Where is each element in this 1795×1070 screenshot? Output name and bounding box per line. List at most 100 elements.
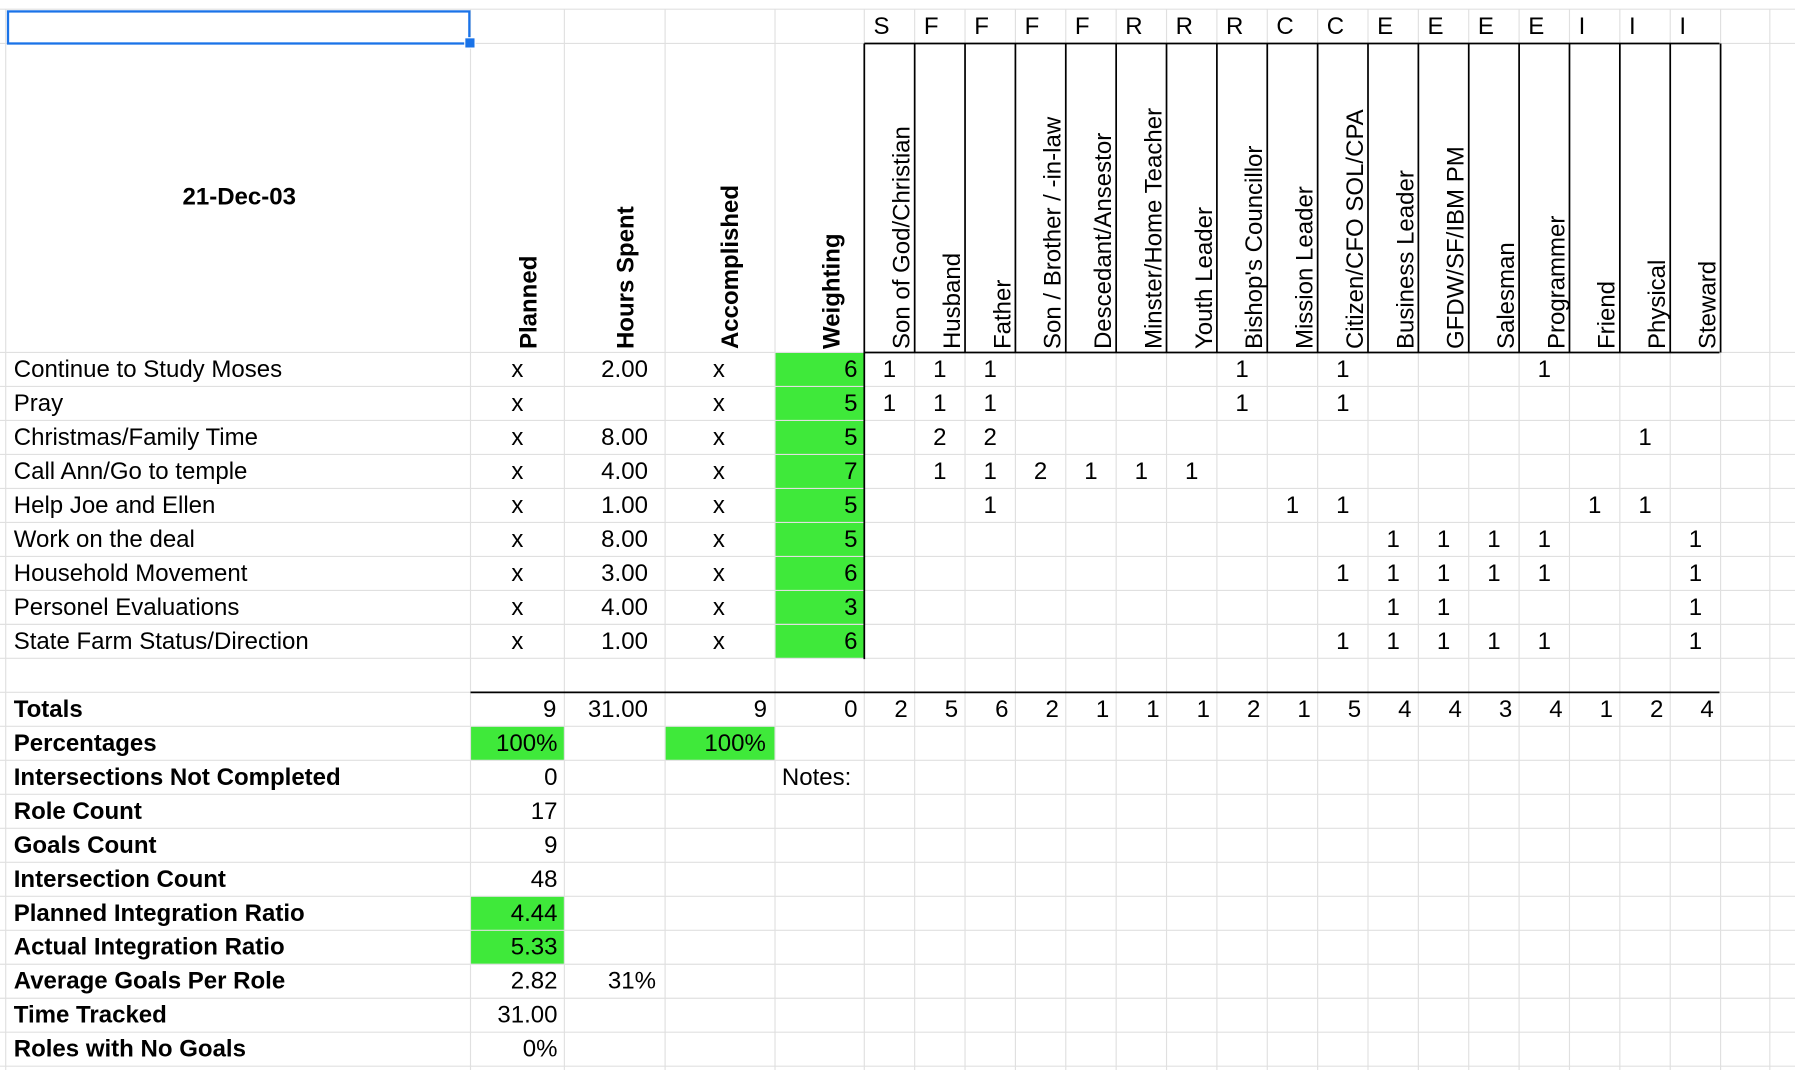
role-value: 1 [883, 390, 896, 417]
planned: x [511, 594, 523, 621]
highlight [775, 386, 865, 421]
role-value: 1 [1437, 628, 1450, 655]
accomplished: x [713, 356, 725, 383]
role-total: 4 [1549, 696, 1562, 723]
summary-label: Goals Count [14, 832, 157, 859]
summary-label: Intersections Not Completed [14, 764, 341, 791]
role-value: 1 [984, 356, 997, 383]
role-header: Son / Brother / -in-law [1040, 116, 1067, 349]
hours: 3.00 [601, 560, 648, 587]
role-value: 1 [1538, 356, 1551, 383]
notes-label: Notes: [782, 764, 851, 791]
role-total: 2 [1046, 696, 1059, 723]
role-value: 1 [1387, 560, 1400, 587]
role-letter: F [1075, 13, 1090, 40]
role-letter: S [873, 13, 889, 40]
role-value: 1 [1387, 628, 1400, 655]
role-value: 1 [1487, 560, 1500, 587]
hours: 2.00 [601, 356, 648, 383]
role-letter: R [1176, 13, 1193, 40]
summary-label: Roles with No Goals [14, 1036, 246, 1063]
highlight [775, 522, 865, 557]
total: 31.00 [588, 696, 648, 723]
highlight [470, 726, 565, 761]
goal-name: Household Movement [14, 560, 248, 587]
total: 9 [754, 696, 767, 723]
role-total: 2 [1650, 696, 1663, 723]
planned: x [511, 356, 523, 383]
role-total: 3 [1499, 696, 1512, 723]
role-value: 1 [1336, 492, 1349, 519]
goal-name: Help Joe and Ellen [14, 492, 216, 519]
weighting: 5 [844, 526, 857, 553]
role-value: 1 [1336, 356, 1349, 383]
summary-value: 0 [544, 764, 557, 791]
highlight [665, 726, 776, 761]
weighting: 5 [844, 390, 857, 417]
role-value: 1 [1487, 628, 1500, 655]
role-header: Friend [1594, 281, 1621, 349]
summary-label: Percentages [14, 730, 157, 757]
role-letter: I [1629, 13, 1636, 40]
goal-name: Work on the deal [14, 526, 195, 553]
selected-cell[interactable] [6, 10, 471, 45]
role-header: Son of God/Christian [889, 126, 916, 349]
role-value: 1 [984, 492, 997, 519]
role-total: 5 [1348, 696, 1361, 723]
role-header: Descedant/Ansestor [1090, 133, 1117, 349]
role-total: 1 [1600, 696, 1613, 723]
role-value: 1 [1638, 424, 1651, 451]
role-total: 1 [1096, 696, 1109, 723]
role-value: 1 [1689, 526, 1702, 553]
planned: x [511, 526, 523, 553]
summary-value: 9 [544, 832, 557, 859]
role-value: 1 [1437, 594, 1450, 621]
role-value: 1 [933, 458, 946, 485]
highlight [775, 352, 865, 387]
summary-value: 5.33 [511, 934, 558, 961]
role-value: 1 [1689, 594, 1702, 621]
role-total: 1 [1297, 696, 1310, 723]
role-letter: E [1478, 13, 1494, 40]
role-header: Business Leader [1392, 170, 1419, 349]
total: 0 [844, 696, 857, 723]
role-value: 1 [1235, 390, 1248, 417]
role-total: 1 [1197, 696, 1210, 723]
role-value: 1 [1538, 526, 1551, 553]
selection-handle [464, 37, 476, 49]
role-header: Physical [1644, 260, 1671, 349]
role-total: 4 [1398, 696, 1411, 723]
role-value: 1 [1084, 458, 1097, 485]
role-value: 1 [883, 356, 896, 383]
goal-name: Continue to Study Moses [14, 356, 282, 383]
role-value: 1 [1286, 492, 1299, 519]
weighting: 6 [844, 356, 857, 383]
role-value: 1 [1588, 492, 1601, 519]
summary-value: 4.44 [511, 900, 558, 927]
summary-label: Actual Integration Ratio [14, 934, 285, 961]
planned: x [511, 458, 523, 485]
highlight [775, 454, 865, 489]
role-value: 1 [1387, 526, 1400, 553]
summary-value: 48 [531, 866, 558, 893]
role-total: 4 [1700, 696, 1713, 723]
role-value: 1 [933, 390, 946, 417]
accomplished: x [713, 390, 725, 417]
summary-value: 0% [523, 1036, 558, 1063]
role-value: 1 [1235, 356, 1248, 383]
planned: x [511, 424, 523, 451]
role-value: 2 [984, 424, 997, 451]
role-letter: I [1579, 13, 1586, 40]
accomplished: x [713, 628, 725, 655]
summary-label: Time Tracked [14, 1002, 167, 1029]
goal-name: Christmas/Family Time [14, 424, 258, 451]
planned: x [511, 628, 523, 655]
planned: x [511, 492, 523, 519]
role-letter: C [1327, 13, 1344, 40]
role-header: Citizen/CFO SOL/CPA [1342, 109, 1369, 349]
planned: x [511, 390, 523, 417]
role-letter: E [1428, 13, 1444, 40]
weighting: 5 [844, 492, 857, 519]
hours: 1.00 [601, 628, 648, 655]
